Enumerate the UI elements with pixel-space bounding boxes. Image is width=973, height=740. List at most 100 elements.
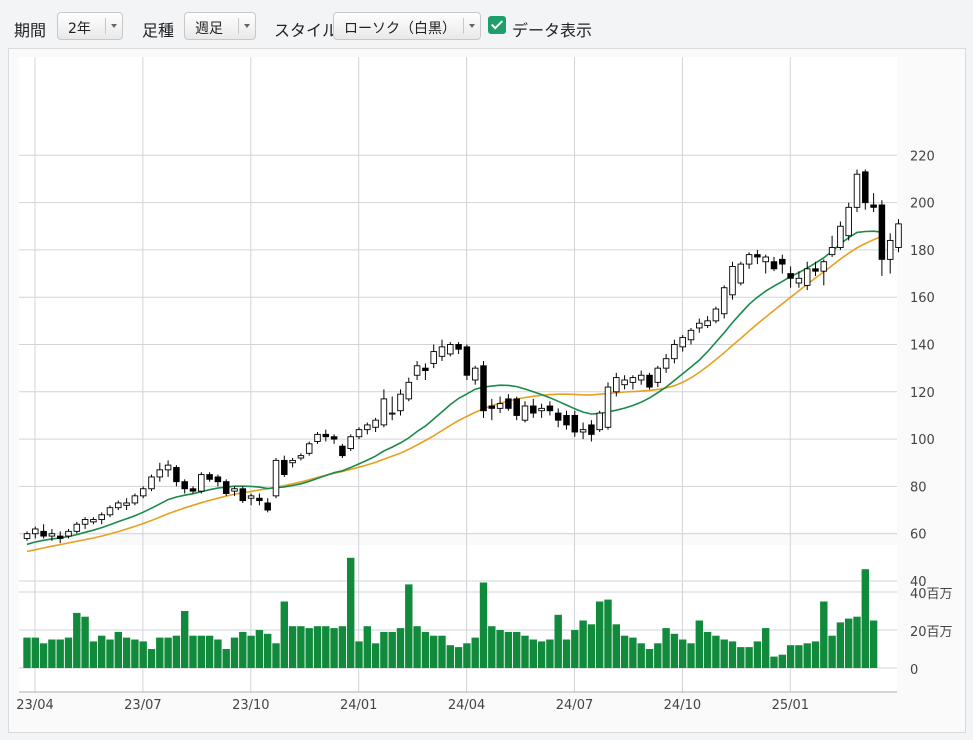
chevron-down-icon xyxy=(244,24,250,28)
candle-body xyxy=(322,433,330,438)
candle-body xyxy=(289,459,296,464)
candle-body xyxy=(671,344,678,360)
candle-body xyxy=(579,429,587,433)
candle xyxy=(820,259,828,286)
candle xyxy=(770,256,778,272)
volume-bar xyxy=(388,631,396,668)
candle xyxy=(330,434,338,444)
candle-body xyxy=(115,502,122,509)
volume-bar xyxy=(98,635,106,668)
candle-body xyxy=(729,266,736,296)
candle xyxy=(720,285,728,319)
candle-body xyxy=(820,261,828,272)
volume-bar xyxy=(222,649,230,668)
candle xyxy=(40,524,47,539)
candle-body xyxy=(214,476,222,483)
price-tick-label: 40 xyxy=(910,575,927,590)
volume-bar xyxy=(56,639,64,668)
select-divider xyxy=(238,18,239,34)
candle-body xyxy=(471,367,479,381)
candle xyxy=(729,261,736,300)
candle xyxy=(712,306,720,324)
candle-body xyxy=(704,320,711,327)
volume-bar xyxy=(778,654,786,668)
volume-bar xyxy=(23,637,31,668)
volume-bar xyxy=(371,643,380,668)
select-divider xyxy=(463,18,464,34)
candle-body xyxy=(853,173,861,208)
candle-body xyxy=(496,403,504,409)
candle-body xyxy=(513,398,520,416)
candle xyxy=(164,460,172,477)
candle-body xyxy=(837,225,844,248)
chevron-down-icon xyxy=(469,24,475,28)
candle-body xyxy=(754,254,761,258)
volume-bar xyxy=(762,628,770,668)
candle xyxy=(571,410,579,437)
candle-body xyxy=(604,386,612,428)
candle-body xyxy=(845,206,852,237)
candle-body xyxy=(762,256,769,263)
candle xyxy=(388,396,396,421)
candle-body xyxy=(56,535,64,539)
candle-body xyxy=(530,405,537,414)
volume-bar xyxy=(571,630,579,668)
candle-body xyxy=(48,533,56,537)
candle xyxy=(447,342,454,357)
candle xyxy=(123,498,130,511)
moving-average-long-line xyxy=(26,235,883,553)
volume-bar xyxy=(612,624,620,668)
candle-body xyxy=(447,344,454,355)
candle xyxy=(413,361,421,380)
candle xyxy=(654,365,662,388)
candle xyxy=(471,365,479,385)
candle xyxy=(862,169,869,210)
time-tick-label: 24/07 xyxy=(556,698,593,713)
candle-body xyxy=(181,481,188,490)
style-select[interactable]: ローソク（白黒） xyxy=(333,12,481,40)
candle-body xyxy=(521,405,529,421)
data-display-label[interactable]: データ表示 xyxy=(512,21,593,40)
volume-bar xyxy=(496,630,504,668)
candle xyxy=(65,528,72,539)
volume-bar xyxy=(546,639,554,668)
price-tick-label: 100 xyxy=(910,433,935,448)
period-select[interactable]: 2年 xyxy=(57,12,123,40)
candle-body xyxy=(422,367,429,371)
candle xyxy=(131,493,139,506)
candle xyxy=(621,375,628,390)
candle-body xyxy=(222,481,230,494)
candle-body xyxy=(895,223,902,248)
candle-body xyxy=(687,329,695,341)
candle xyxy=(803,261,811,291)
candle xyxy=(272,458,280,499)
price-tick-label: 60 xyxy=(910,528,927,543)
volume-bar xyxy=(620,635,629,668)
candle xyxy=(463,344,471,380)
volume-bar xyxy=(853,616,861,668)
candle xyxy=(837,221,844,250)
candle-body xyxy=(380,398,388,426)
volume-bar xyxy=(313,626,322,668)
candle-body xyxy=(438,346,446,357)
select-divider xyxy=(105,18,106,34)
candle xyxy=(73,521,81,534)
candle-body xyxy=(305,443,313,454)
candle xyxy=(181,479,188,494)
check-icon[interactable] xyxy=(488,16,506,34)
volume-bar xyxy=(795,645,803,668)
candle-body xyxy=(870,204,877,208)
volume-bar xyxy=(537,641,546,668)
candle-body xyxy=(239,488,247,502)
candle xyxy=(256,493,263,506)
candle xyxy=(247,493,255,506)
candle-body xyxy=(156,469,164,478)
candle xyxy=(189,486,197,494)
volume-bar xyxy=(786,645,795,668)
candle xyxy=(762,254,769,274)
candle-body xyxy=(173,467,180,483)
style-label: スタイル xyxy=(274,21,339,40)
volume-bar xyxy=(753,641,762,668)
candle xyxy=(198,472,205,494)
bar-type-select[interactable]: 週足 xyxy=(184,12,256,40)
